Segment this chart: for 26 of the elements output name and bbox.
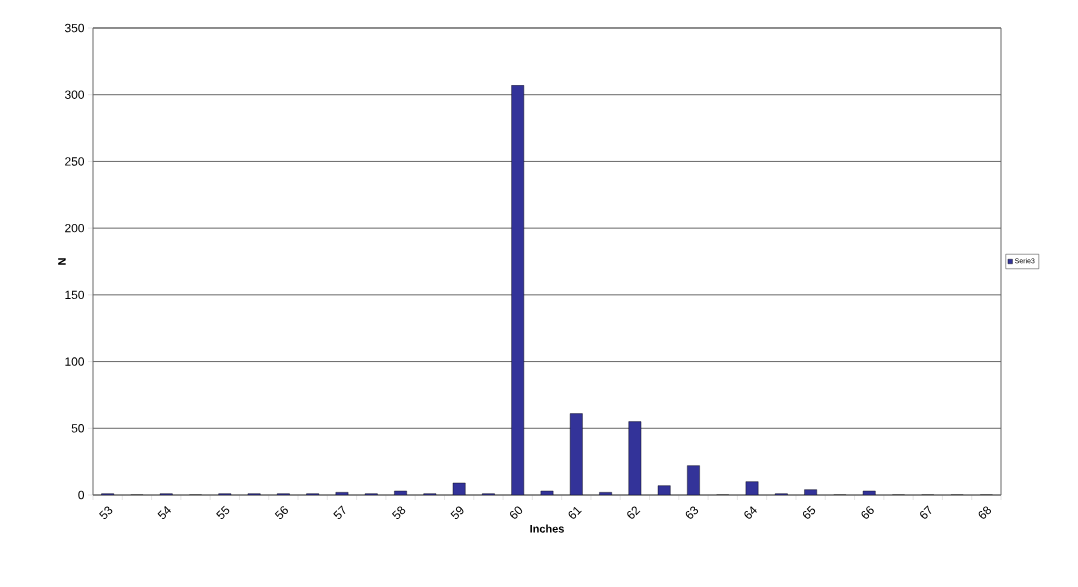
- y-tick-label: 200: [65, 223, 85, 233]
- y-tick-label: 300: [64, 90, 85, 99]
- x-tick-label: 61: [568, 506, 582, 519]
- y-tick-label: 50: [71, 424, 85, 433]
- y-axis-title: N: [58, 258, 66, 265]
- x-tick-label: 68: [978, 506, 992, 519]
- x-tick-label: 66: [861, 506, 874, 519]
- x-tick-label: 54: [157, 506, 171, 519]
- x-tick-label: 56: [274, 506, 288, 520]
- x-tick-label: 67: [920, 505, 932, 519]
- x-tick-label: 60: [510, 506, 523, 519]
- y-tick-label: 0: [78, 490, 85, 500]
- x-tick-label: 63: [685, 506, 699, 519]
- x-tick-label: 65: [802, 505, 816, 519]
- y-tick-label: 250: [65, 157, 85, 166]
- x-tick-label: 57: [333, 505, 346, 519]
- x-tick-label: 55: [216, 505, 230, 519]
- x-tick-label: 53: [99, 506, 113, 520]
- y-tick-label: 100: [65, 357, 85, 366]
- x-tick-label: 62: [627, 506, 641, 519]
- x-axis-title: Inches: [530, 524, 564, 533]
- y-tick-label: 150: [65, 290, 85, 300]
- x-tick-label: 58: [391, 506, 406, 520]
- y-tick-label: 350: [64, 23, 85, 33]
- x-tick-label: 59: [450, 506, 464, 520]
- x-tick-label: 64: [744, 506, 757, 519]
